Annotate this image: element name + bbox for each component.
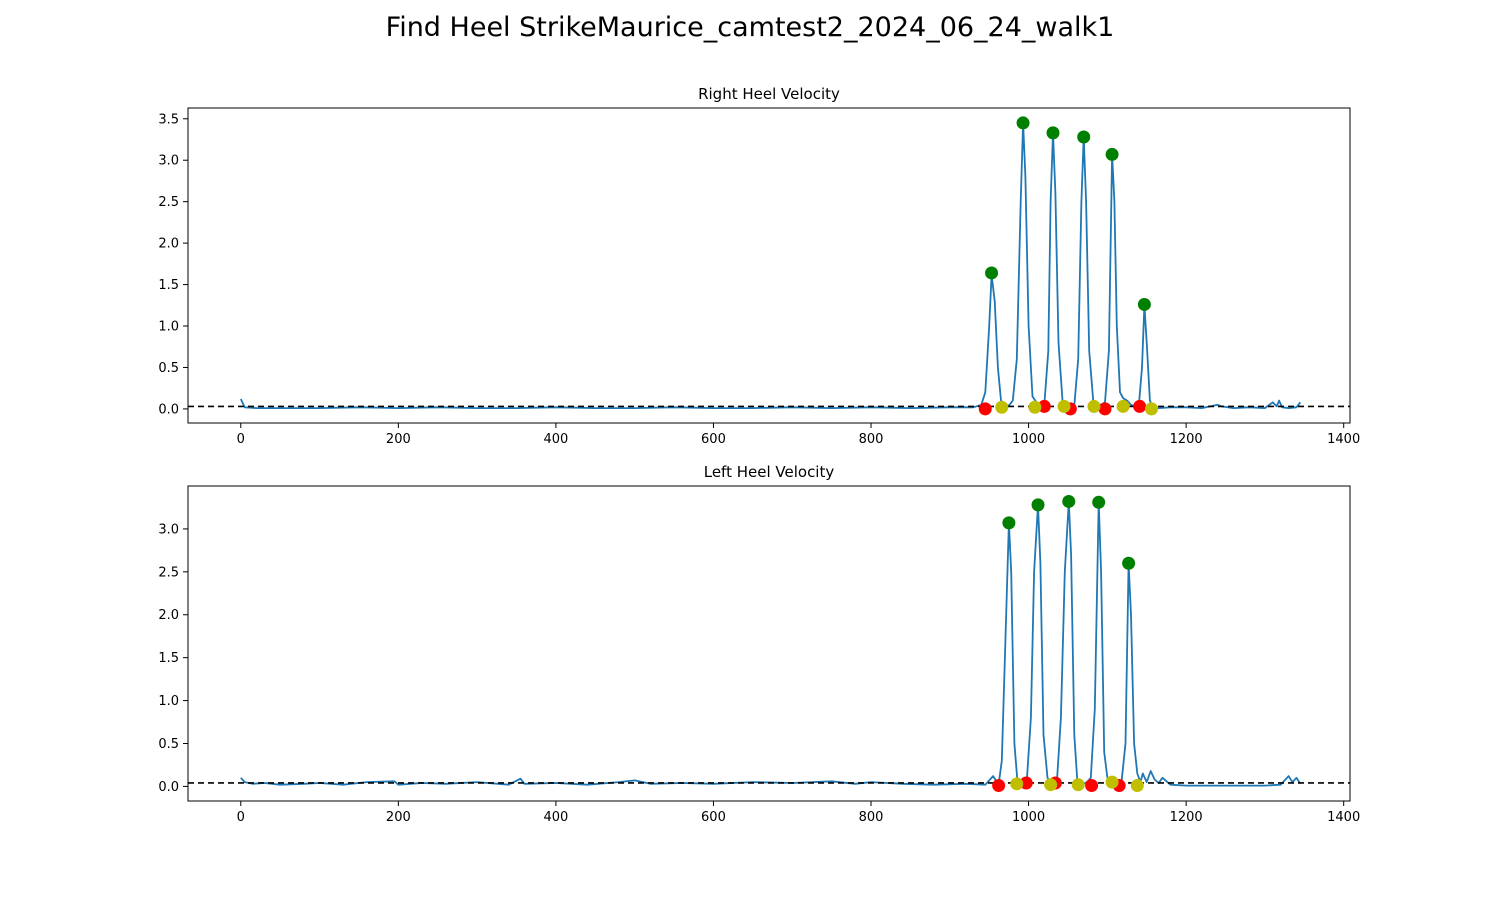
left-velocity-series-line [240,500,1302,787]
left-x-tick-label: 0 [237,810,245,825]
left-x-tick-label: 1400 [1327,810,1360,825]
right-x-tick-label: 200 [386,432,411,447]
left-yellow-marker [1130,779,1144,793]
right-x-tick-label: 1200 [1170,432,1203,447]
right-y-tick-label: 2.5 [158,195,179,210]
right-y-tick-label: 2.0 [158,237,179,252]
left-green-marker [1092,495,1106,509]
left-y-tick-label: 1.0 [158,694,179,709]
left-green-marker [1062,494,1076,508]
left-red-marker [992,779,1006,793]
right-yellow-marker [1028,400,1042,414]
left-yellow-marker [1105,775,1119,789]
left-y-tick-label: 1.5 [158,651,179,666]
left-y-tick-label: 0.0 [158,780,179,795]
right-red-marker [978,402,992,416]
right-green-marker [1046,126,1060,140]
right-y-tick-label: 0.0 [158,402,179,417]
right-axes-group: Right Heel Velocity 0 200 400 600 800 1000 1200… [158,85,1360,447]
right-velocity-series-line [239,122,1302,410]
left-plot-area [188,494,1350,793]
right-yellow-marker [995,400,1009,414]
right-y-tick-label: 3.5 [158,112,179,127]
left-y-tick-label: 0.5 [158,737,179,752]
left-x-tick-label: 600 [701,810,726,825]
right-plot-area [188,116,1350,416]
left-yellow-marker [1044,778,1058,792]
right-yellow-marker [1087,399,1101,413]
right-yellow-marker [1116,399,1130,413]
right-green-marker [1016,116,1030,130]
right-yellow-marker [1144,402,1158,416]
right-green-marker [1105,147,1119,161]
left-yellow-marker [1010,777,1024,791]
right-red-marker [1133,399,1147,413]
left-x-tick-label: 1200 [1170,810,1203,825]
right-x-tick-label: 800 [859,432,884,447]
left-x-tick-label: 800 [859,810,884,825]
left-axes-frame [187,485,1351,802]
left-x-tick-label: 400 [543,810,568,825]
right-x-tick-label: 1400 [1327,432,1360,447]
right-y-tick-label: 3.0 [158,154,179,169]
left-green-marker [1031,498,1045,512]
left-axes-group: Left Heel Velocity 0 200 400 600 800 1000 1200 1… [158,463,1360,825]
right-red-marker [1098,402,1112,416]
left-green-marker [1002,516,1016,530]
right-x-tick-label: 1000 [1012,432,1045,447]
right-x-tick-label: 0 [237,432,245,447]
left-chart-title: Left Heel Velocity [704,463,835,481]
right-y-tick-label: 1.5 [158,278,179,293]
left-red-marker [1085,779,1099,793]
left-y-tick-label: 2.0 [158,608,179,623]
right-yellow-marker [1057,399,1071,413]
right-chart-title: Right Heel Velocity [698,85,840,103]
right-y-tick-label: 0.5 [158,361,179,376]
left-x-tick-label: 1000 [1012,810,1045,825]
left-yellow-marker [1071,778,1085,792]
left-x-tick-label: 200 [386,810,411,825]
left-red-marker [1019,776,1033,790]
figure-suptitle: Find Heel StrikeMaurice_camtest2_2024_06… [385,12,1115,43]
right-y-tick-label: 1.0 [158,320,179,335]
left-green-marker [1122,556,1136,570]
right-x-tick-label: 400 [543,432,568,447]
left-y-tick-label: 3.0 [158,522,179,537]
right-green-marker [1137,297,1151,311]
right-green-marker [985,266,999,280]
right-axes-frame [187,107,1351,424]
right-x-tick-label: 600 [701,432,726,447]
right-red-marker [1037,399,1051,413]
left-y-tick-label: 2.5 [158,565,179,580]
right-green-marker [1077,130,1091,144]
